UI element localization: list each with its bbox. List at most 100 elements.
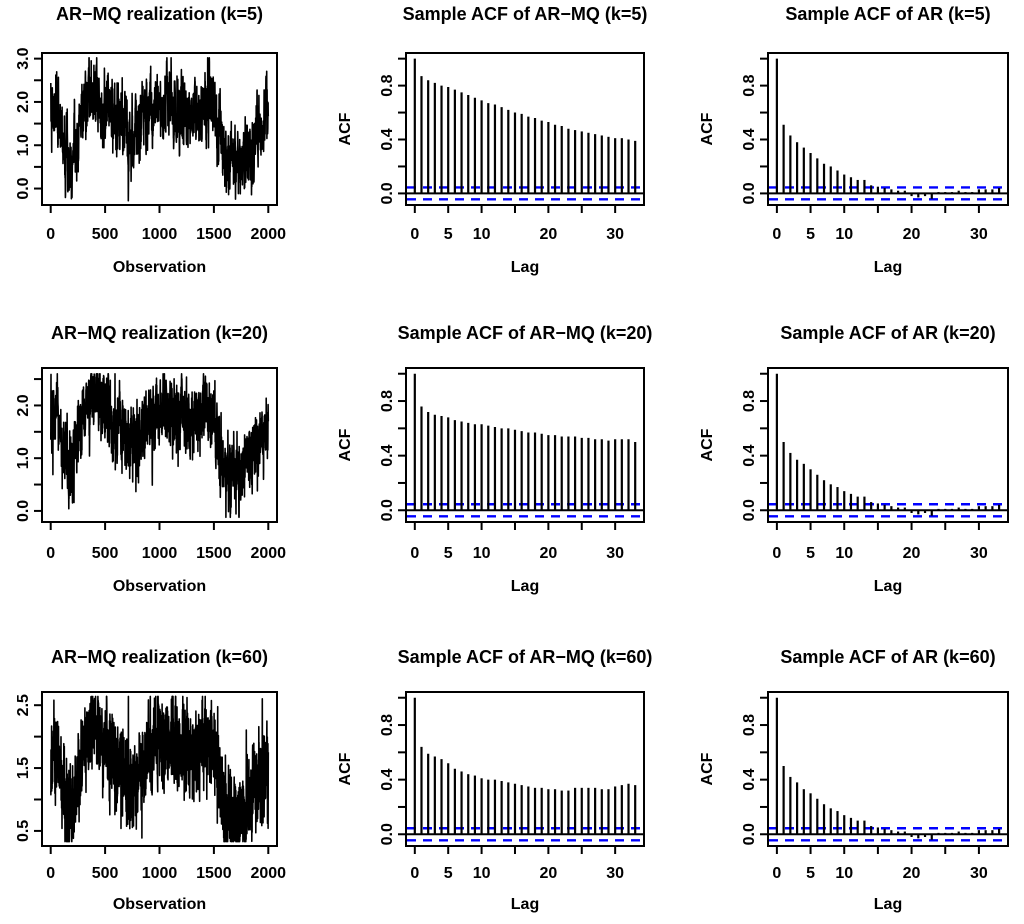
svg-text:0.0: 0.0 [15, 500, 32, 522]
acf-plot-ar-k5: 0 5 10 20 30 0.0 0.4 0.8 Sample ACF of AR (k=5)… [691, 0, 1024, 300]
acf-plot-armq-k5: 0 5 10 20 30 0.0 0.4 0.8 Sample ACF of AR−MQ (k… [337, 0, 691, 300]
svg-text:5: 5 [806, 865, 815, 882]
svg-text:500: 500 [92, 226, 119, 243]
svg-text:10: 10 [473, 226, 491, 243]
svg-text:0.8: 0.8 [741, 714, 758, 736]
svg-text:0: 0 [772, 226, 781, 243]
svg-text:0.8: 0.8 [379, 390, 396, 412]
svg-text:0.0: 0.0 [379, 823, 396, 845]
svg-text:0.4: 0.4 [379, 128, 396, 150]
svg-text:1000: 1000 [142, 545, 178, 562]
svg-text:0.0: 0.0 [741, 499, 758, 521]
svg-text:2.0: 2.0 [15, 394, 32, 416]
svg-text:5: 5 [444, 865, 453, 882]
svg-text:0.4: 0.4 [379, 768, 396, 790]
x-axis-label: Lag [510, 578, 540, 595]
svg-text:1500: 1500 [196, 226, 232, 243]
plot-canvas: 0 5 10 20 30 0.0 0.4 0.8 [379, 691, 645, 882]
svg-text:10: 10 [473, 865, 491, 882]
plot-title: AR−MQ realization (k=20) [50, 323, 269, 343]
y-axis-label: ACF [699, 112, 716, 146]
svg-text:0: 0 [410, 226, 419, 243]
y-axis-label: ACF [699, 428, 716, 462]
x-axis-label: Lag [873, 259, 903, 276]
plot-canvas: 0 5 10 20 30 0.0 0.4 0.8 [379, 367, 645, 562]
svg-text:20: 20 [903, 865, 921, 882]
svg-text:0: 0 [772, 545, 781, 562]
svg-text:0.0: 0.0 [741, 182, 758, 204]
realization-plot-k5: 0 500 1000 1500 2000 0.0 1.0 2.0 3.0 AR−MQ reali… [0, 0, 341, 300]
y-axis-label: ACF [337, 112, 354, 146]
svg-text:5: 5 [806, 226, 815, 243]
acf-plot-ar-k60: 0 5 10 20 30 0.0 0.4 0.8 Sample ACF of AR (k=60… [691, 620, 1024, 924]
x-axis-label: Lag [873, 896, 903, 913]
svg-text:10: 10 [835, 545, 853, 562]
plot-title: Sample ACF of AR−MQ (k=5) [402, 4, 648, 24]
acf-plot-armq-k20: 0 5 10 20 30 0.0 0.4 0.8 Sample ACF of AR−MQ (k… [337, 300, 691, 620]
svg-text:0.0: 0.0 [15, 177, 32, 199]
svg-text:1.0: 1.0 [15, 447, 32, 469]
plot-title: Sample ACF of AR−MQ (k=60) [397, 647, 653, 667]
y-axis-label: ACF [699, 752, 716, 786]
x-axis-label: Lag [510, 896, 540, 913]
realization-plot-k60: 0 500 1000 1500 2000 0.5 1.5 2.5 AR−MQ realizat… [0, 620, 341, 924]
svg-text:1000: 1000 [142, 865, 178, 882]
svg-text:500: 500 [92, 545, 119, 562]
svg-text:5: 5 [806, 545, 815, 562]
svg-text:20: 20 [539, 226, 557, 243]
plot-canvas: 0 5 10 20 30 0.0 0.4 0.8 [741, 52, 1009, 243]
plot-title: Sample ACF of AR (k=60) [780, 647, 996, 667]
svg-text:1.0: 1.0 [15, 134, 32, 156]
svg-text:0.8: 0.8 [379, 714, 396, 736]
plot-title: AR−MQ realization (k=60) [50, 647, 269, 667]
svg-text:30: 30 [606, 226, 624, 243]
svg-text:1000: 1000 [142, 226, 178, 243]
plot-canvas: 0 500 1000 1500 2000 0.5 1.5 2.5 [15, 691, 286, 882]
svg-text:0: 0 [410, 545, 419, 562]
plot-canvas: 0 500 1000 1500 2000 0.0 1.0 2.0 [15, 367, 286, 562]
svg-text:0.4: 0.4 [741, 128, 758, 150]
svg-text:2.5: 2.5 [15, 694, 32, 716]
svg-text:0.8: 0.8 [379, 74, 396, 96]
svg-text:0.8: 0.8 [741, 390, 758, 412]
svg-text:20: 20 [539, 545, 557, 562]
svg-text:2.0: 2.0 [15, 91, 32, 113]
svg-text:1.5: 1.5 [15, 757, 32, 779]
svg-text:30: 30 [970, 545, 988, 562]
x-axis-label: Lag [873, 578, 903, 595]
plot-title: Sample ACF of AR (k=20) [780, 323, 996, 343]
svg-text:0.5: 0.5 [15, 820, 32, 842]
svg-text:5: 5 [444, 226, 453, 243]
svg-text:2000: 2000 [250, 226, 286, 243]
x-axis-label: Observation [112, 578, 207, 595]
plot-canvas: 0 5 10 20 30 0.0 0.4 0.8 [741, 367, 1009, 562]
svg-text:1500: 1500 [196, 545, 232, 562]
svg-text:30: 30 [606, 865, 624, 882]
acf-plot-ar-k20: 0 5 10 20 30 0.0 0.4 0.8 Sample ACF of AR (k=20… [691, 300, 1024, 620]
svg-text:30: 30 [970, 865, 988, 882]
plot-canvas: 0 5 10 20 30 0.0 0.4 0.8 [379, 52, 645, 243]
svg-text:10: 10 [473, 545, 491, 562]
acf-plot-armq-k60: 0 5 10 20 30 0.0 0.4 0.8 Sample ACF of AR−MQ (k… [337, 620, 691, 924]
svg-text:20: 20 [539, 865, 557, 882]
plot-title: Sample ACF of AR (k=5) [785, 4, 991, 24]
svg-text:2000: 2000 [250, 865, 286, 882]
y-axis-label: ACF [337, 428, 354, 462]
svg-text:30: 30 [970, 226, 988, 243]
realization-plot-k20: 0 500 1000 1500 2000 0.0 1.0 2.0 AR−MQ realizat… [0, 300, 341, 620]
svg-text:0.0: 0.0 [379, 182, 396, 204]
y-axis-label: ACF [337, 752, 354, 786]
svg-text:10: 10 [835, 865, 853, 882]
x-axis-label: Lag [510, 259, 540, 276]
svg-text:0: 0 [46, 865, 55, 882]
svg-text:0: 0 [46, 545, 55, 562]
svg-text:0.0: 0.0 [379, 499, 396, 521]
svg-text:30: 30 [606, 545, 624, 562]
svg-text:10: 10 [835, 226, 853, 243]
svg-text:0.8: 0.8 [741, 74, 758, 96]
x-axis-label: Observation [112, 896, 207, 913]
svg-text:20: 20 [903, 226, 921, 243]
svg-text:0.4: 0.4 [379, 444, 396, 466]
plot-title: Sample ACF of AR−MQ (k=20) [397, 323, 653, 343]
svg-text:5: 5 [444, 545, 453, 562]
